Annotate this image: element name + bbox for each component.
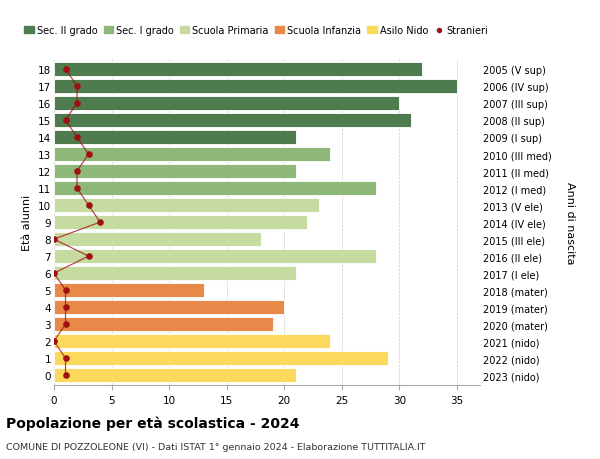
Bar [54, 114, 411, 128]
Text: Popolazione per età scolastica - 2024: Popolazione per età scolastica - 2024 [6, 415, 299, 430]
Point [72, 83, 82, 90]
Bar [54, 250, 376, 263]
Bar [54, 182, 376, 196]
Bar [54, 267, 296, 280]
Point [61, 304, 70, 311]
Bar [54, 199, 319, 213]
Bar [54, 352, 388, 365]
Point [61, 66, 70, 73]
Point [84, 202, 94, 209]
Point [61, 372, 70, 379]
Point [72, 185, 82, 192]
Point [72, 168, 82, 175]
Bar [54, 165, 296, 179]
Point [61, 287, 70, 294]
Point [49, 236, 59, 243]
Point [61, 355, 70, 362]
Point [72, 134, 82, 141]
Point [72, 100, 82, 107]
Y-axis label: Età alunni: Età alunni [22, 195, 32, 251]
Bar [54, 63, 422, 77]
Legend: Sec. II grado, Sec. I grado, Scuola Primaria, Scuola Infanzia, Asilo Nido, Stran: Sec. II grado, Sec. I grado, Scuola Prim… [20, 22, 492, 40]
Bar [54, 318, 273, 331]
Point [49, 338, 59, 345]
Text: COMUNE DI POZZOLEONE (VI) - Dati ISTAT 1° gennaio 2024 - Elaborazione TUTTITALIA: COMUNE DI POZZOLEONE (VI) - Dati ISTAT 1… [6, 442, 425, 451]
Point [84, 151, 94, 158]
Bar [54, 216, 307, 230]
Bar [54, 131, 296, 145]
Point [84, 253, 94, 260]
Point [61, 117, 70, 124]
Bar [54, 301, 284, 314]
Bar [54, 335, 331, 348]
Bar [54, 233, 261, 246]
Bar [54, 284, 203, 297]
Point [95, 219, 105, 226]
Point [49, 270, 59, 277]
Point [61, 321, 70, 328]
Bar [54, 97, 400, 111]
Bar [54, 80, 457, 94]
Bar [54, 148, 331, 162]
Y-axis label: Anni di nascita: Anni di nascita [565, 181, 575, 264]
Bar [54, 369, 296, 382]
